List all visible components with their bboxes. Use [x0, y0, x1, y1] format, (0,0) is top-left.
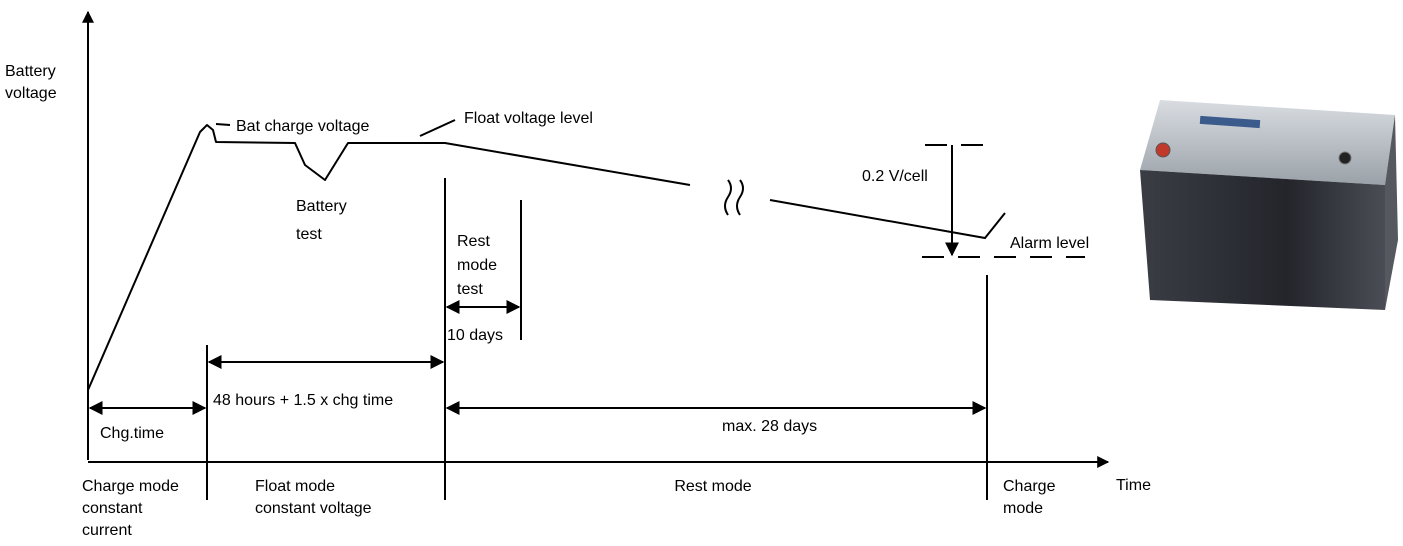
duration-label: Chg.time — [100, 425, 164, 442]
voltage-curve — [88, 125, 690, 390]
duration-label: 48 hours + 1.5 x chg time — [213, 392, 393, 409]
terminal — [1339, 152, 1351, 164]
mode-label: Float mode — [255, 478, 335, 495]
axis-label: voltage — [5, 85, 57, 102]
label: Rest — [457, 233, 490, 250]
label: mode — [457, 257, 497, 274]
duration-label: max. 28 days — [722, 418, 817, 435]
diagram: Battery voltage Time Bat charge voltage … — [0, 0, 1403, 541]
battery-photo — [1140, 100, 1398, 310]
mode-label: mode — [1003, 500, 1043, 517]
mode-label: Charge mode — [82, 478, 179, 495]
mode-label: Charge — [1003, 478, 1056, 495]
mode-label: constant — [82, 500, 143, 517]
label: Alarm level — [1010, 235, 1089, 252]
duration-label: 10 days — [447, 327, 503, 344]
leader-line — [216, 124, 230, 125]
mode-label: current — [82, 522, 132, 539]
label: Float voltage level — [464, 110, 593, 127]
battery-lid — [1140, 100, 1395, 185]
mode-label: Rest mode — [674, 478, 751, 495]
label: test — [296, 226, 322, 243]
break-mark — [725, 180, 743, 215]
markers — [90, 145, 1085, 500]
label: test — [457, 281, 483, 298]
labels: Battery voltage Time Bat charge voltage … — [5, 63, 1151, 539]
label: Battery — [296, 198, 347, 215]
leader-line — [420, 120, 455, 136]
battery-body — [1140, 170, 1385, 310]
voltage-curve — [770, 200, 1005, 238]
label: 0.2 V/cell — [862, 168, 928, 185]
terminal — [1156, 143, 1170, 157]
axis-label: Battery — [5, 63, 56, 80]
label: Bat charge voltage — [236, 118, 370, 135]
axis-label: Time — [1116, 477, 1151, 494]
mode-label: constant voltage — [255, 500, 372, 517]
